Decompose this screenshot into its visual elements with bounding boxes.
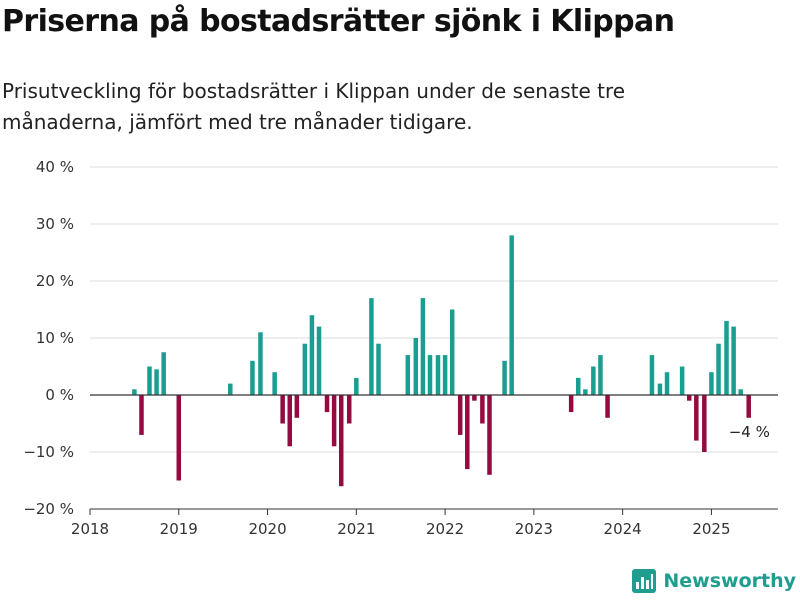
bar xyxy=(576,377,581,395)
bar xyxy=(280,395,285,424)
bar xyxy=(657,383,663,395)
bar xyxy=(338,395,344,487)
x-tick-label: 2023 xyxy=(515,520,553,538)
bar xyxy=(228,383,233,395)
bar xyxy=(664,372,670,395)
bar xyxy=(702,395,707,452)
bar xyxy=(369,298,374,395)
chart-subtitle: Prisutveckling för bostadsrätter i Klipp… xyxy=(2,79,626,134)
bar xyxy=(427,355,433,395)
bar xyxy=(746,395,751,418)
bar xyxy=(346,395,352,424)
y-tick-label: 10 % xyxy=(36,329,74,347)
bar xyxy=(324,395,330,413)
bar xyxy=(457,395,463,435)
bar xyxy=(354,377,359,395)
bar xyxy=(250,360,255,395)
y-tick-label: −10 % xyxy=(23,443,74,461)
bar xyxy=(480,395,485,424)
x-tick-label: 2019 xyxy=(160,520,198,538)
newsworthy-brand: Newsworthy xyxy=(631,568,796,594)
y-tick-label: 0 % xyxy=(45,386,74,404)
bar xyxy=(258,332,263,395)
bar xyxy=(449,309,455,395)
y-tick-label: 30 % xyxy=(36,215,74,233)
brand-name: Newsworthy xyxy=(663,570,796,592)
x-tick-label: 2021 xyxy=(337,520,375,538)
bar xyxy=(716,343,721,395)
bar xyxy=(376,343,381,395)
y-tick-label: −20 % xyxy=(23,500,74,518)
bar xyxy=(176,395,182,481)
bar xyxy=(147,366,152,395)
bar xyxy=(161,352,166,395)
x-tick-label: 2022 xyxy=(426,520,464,538)
bar xyxy=(420,298,426,395)
bar xyxy=(405,355,411,395)
bar xyxy=(724,320,729,395)
bar xyxy=(465,395,470,470)
bar xyxy=(679,366,685,395)
y-tick-label: 20 % xyxy=(36,272,74,290)
x-tick-label: 2020 xyxy=(248,520,286,538)
bar xyxy=(302,343,308,395)
bar xyxy=(738,389,743,395)
bar xyxy=(442,355,448,395)
y-tick-label: 40 % xyxy=(36,158,74,176)
x-tick-label: 2018 xyxy=(71,520,109,538)
bar xyxy=(605,395,610,418)
bar xyxy=(509,235,514,395)
bar xyxy=(413,338,419,395)
bar xyxy=(487,395,492,475)
bar xyxy=(649,355,655,395)
bar xyxy=(132,389,137,395)
bar xyxy=(502,360,507,395)
bar xyxy=(694,395,699,441)
newsworthy-logo-icon xyxy=(632,569,657,593)
bar xyxy=(294,395,300,418)
bar xyxy=(272,372,277,395)
bar xyxy=(591,366,596,395)
x-tick-label: 2024 xyxy=(604,520,642,538)
last-value-annotation: −4 % xyxy=(729,423,770,441)
bar xyxy=(309,315,315,395)
bar xyxy=(287,395,292,447)
bar xyxy=(709,372,714,395)
bar xyxy=(568,395,574,413)
bar xyxy=(598,355,603,395)
bar xyxy=(583,389,588,395)
bar xyxy=(435,355,441,395)
bar xyxy=(686,395,692,401)
bar xyxy=(316,326,322,395)
x-tick-label: 2025 xyxy=(692,520,730,538)
bar xyxy=(731,326,736,395)
bar xyxy=(154,369,159,395)
bar xyxy=(331,395,337,447)
chart-title: Priserna på bostadsrätter sjönk i Klippa… xyxy=(2,4,675,39)
bar xyxy=(139,395,144,435)
bar xyxy=(472,395,477,401)
